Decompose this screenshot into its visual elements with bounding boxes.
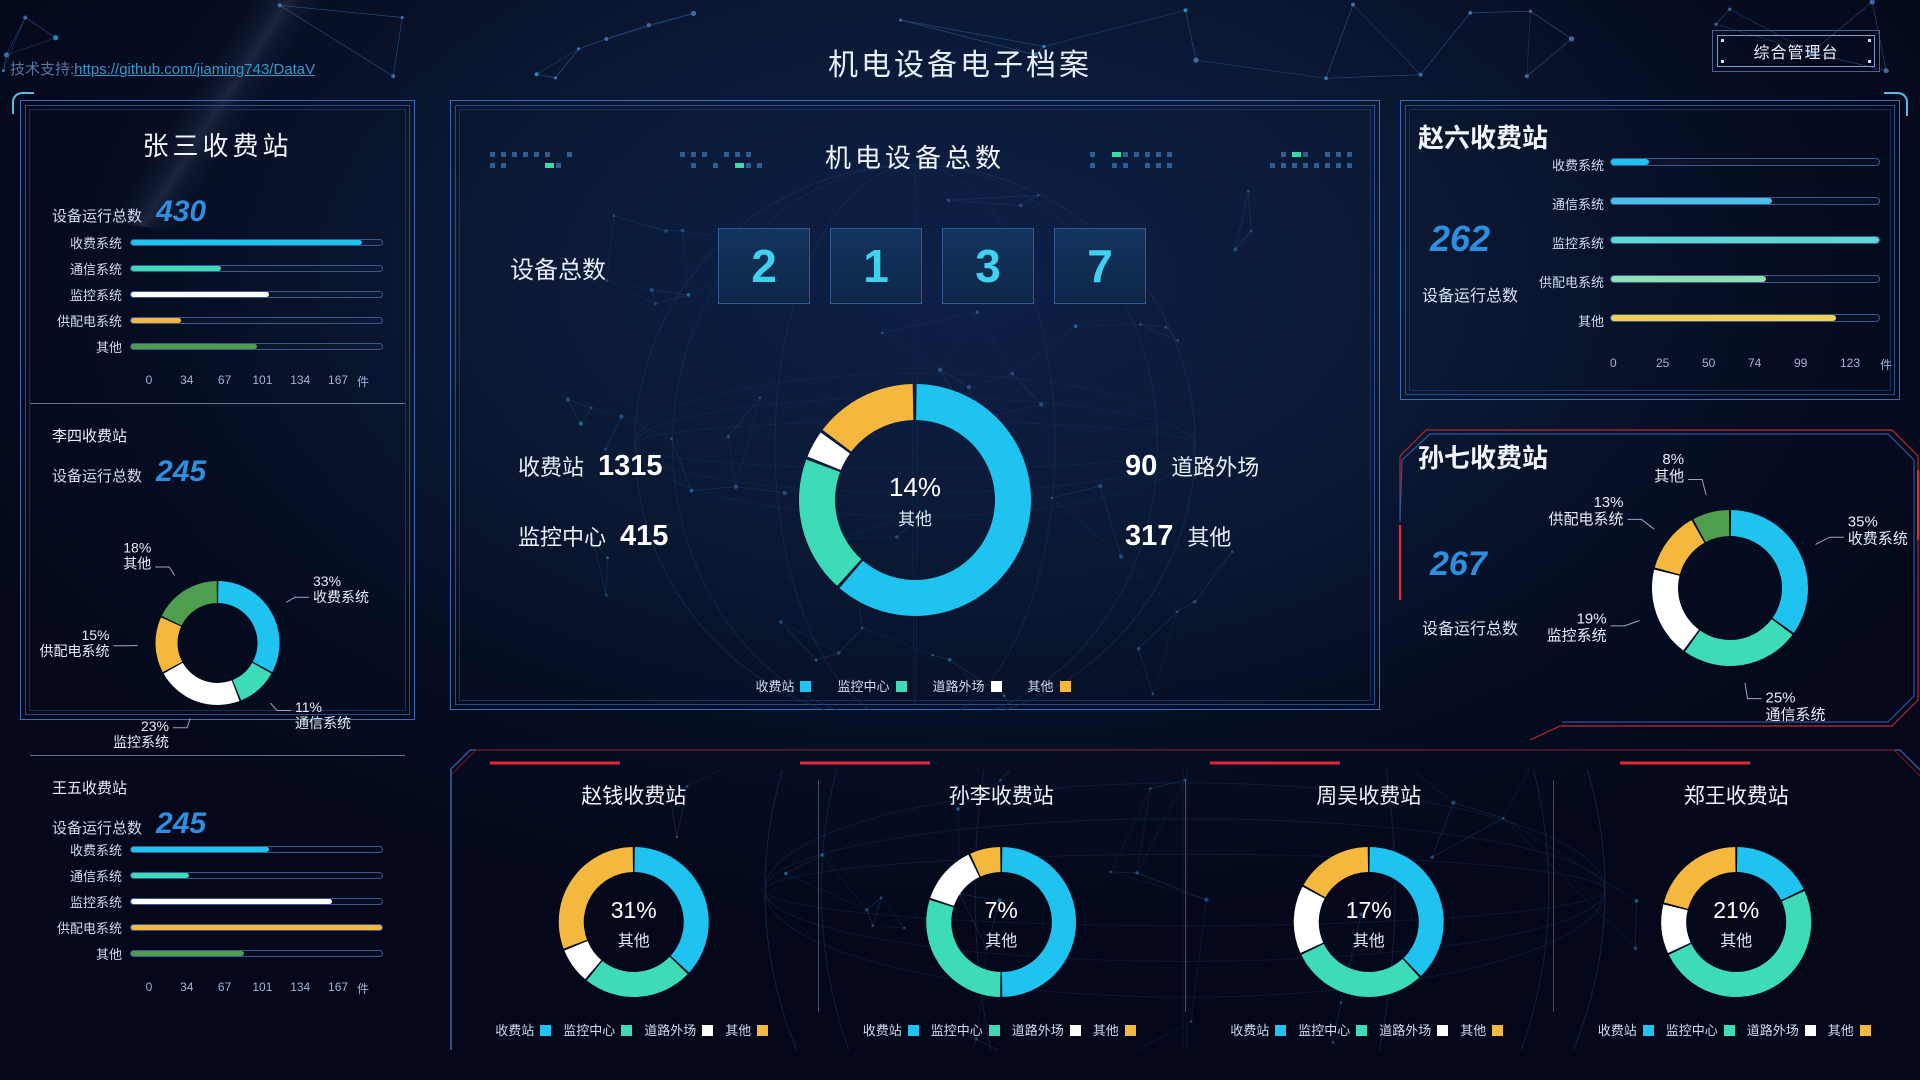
svg-text:21%: 21% <box>1713 897 1759 923</box>
svg-text:其他: 其他 <box>1720 932 1752 950</box>
